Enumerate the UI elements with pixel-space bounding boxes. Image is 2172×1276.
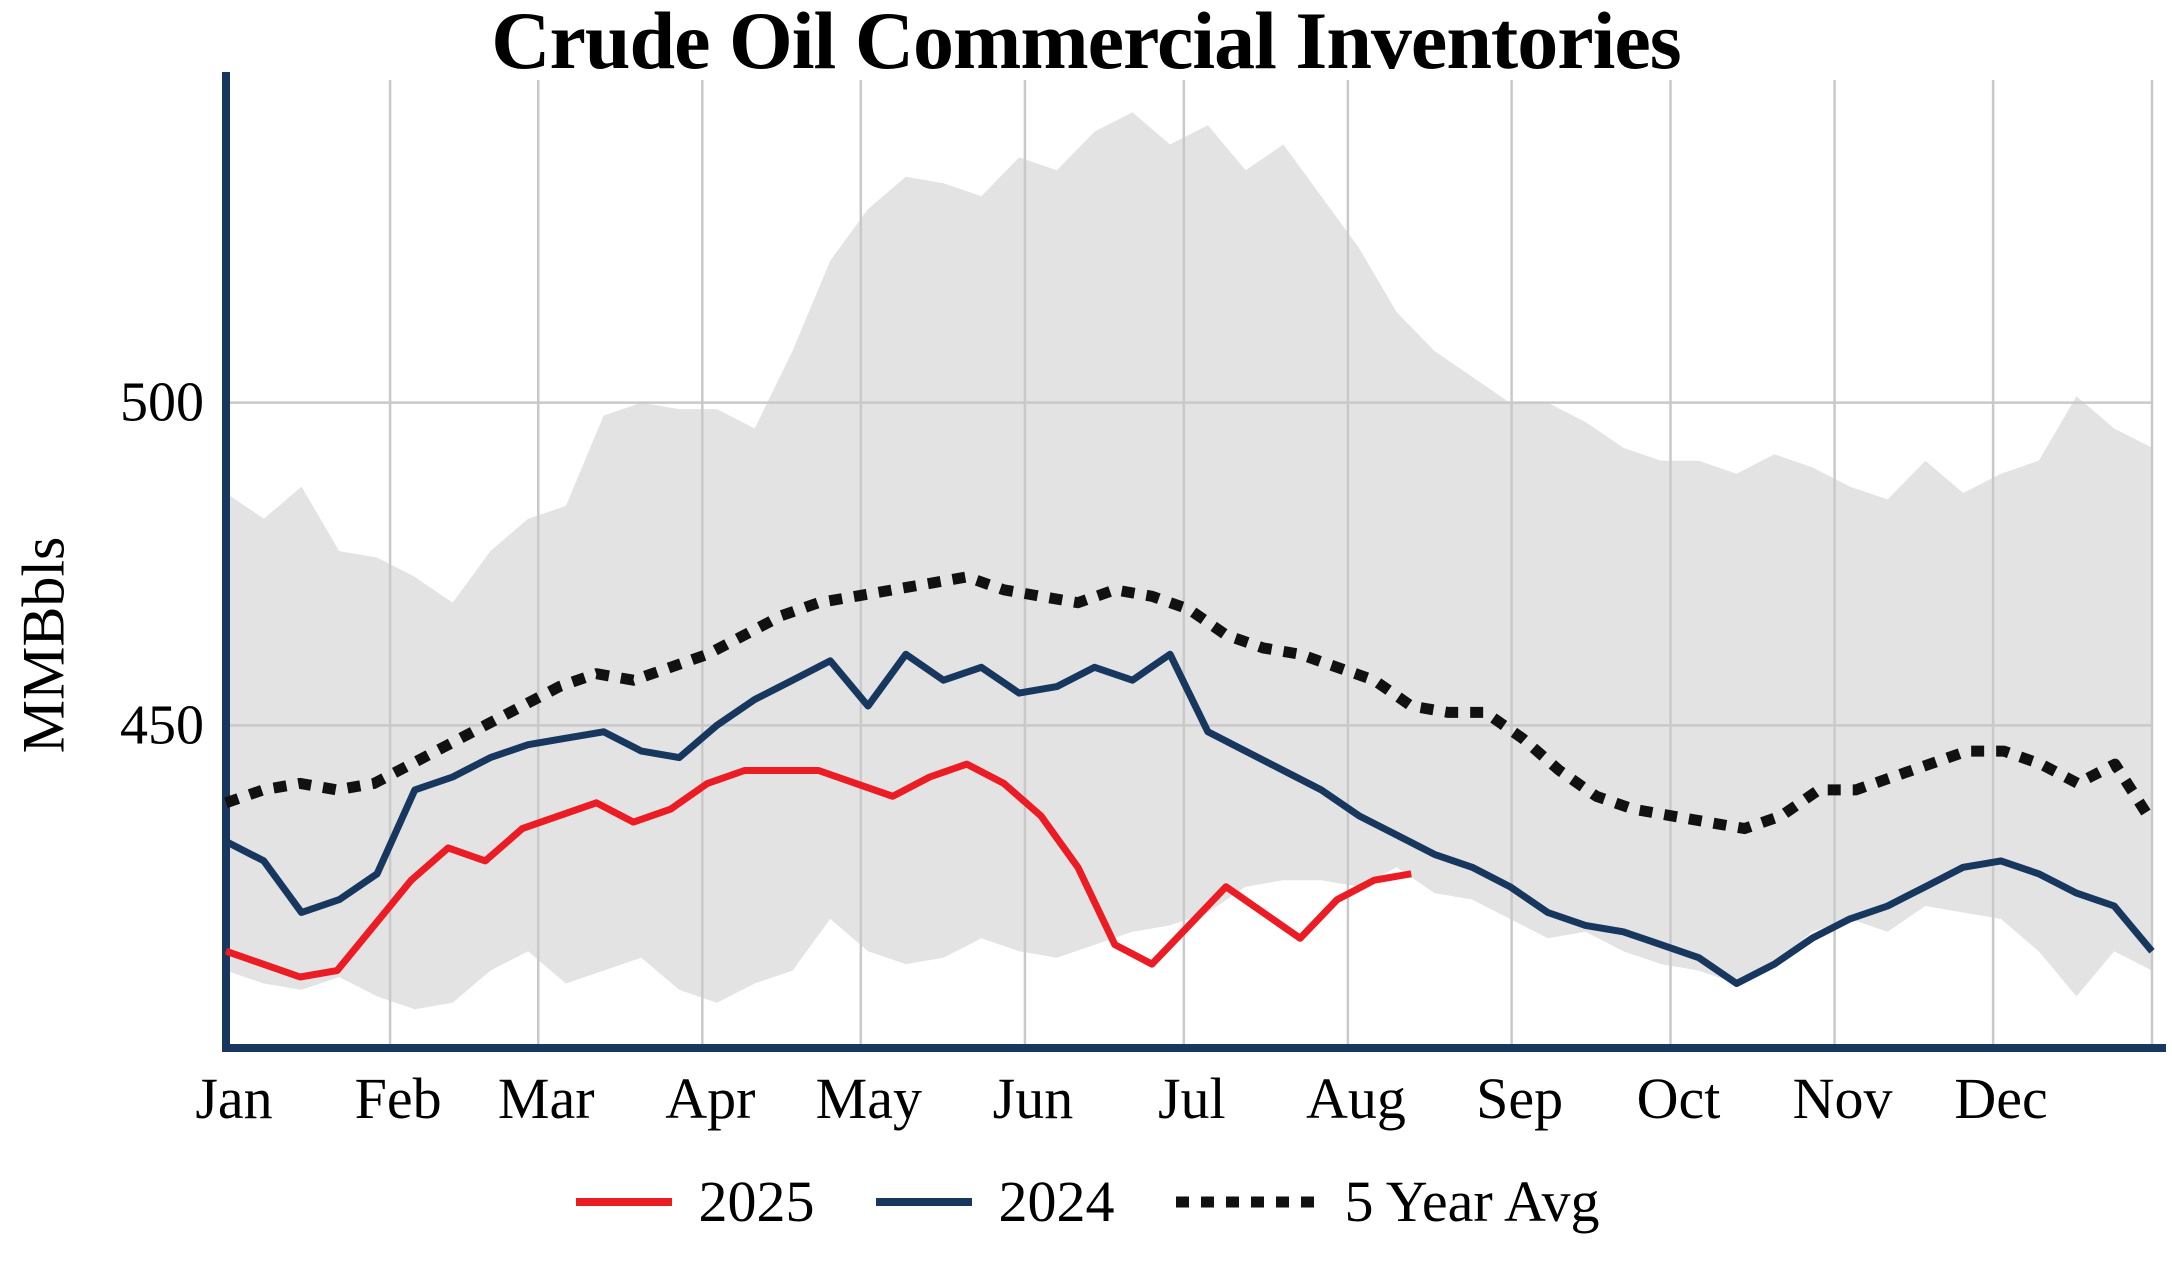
- legend-item-2025: 2025: [572, 1168, 814, 1235]
- svg-text:500: 500: [120, 372, 204, 434]
- legend-item-5yr-avg: 5 Year Avg: [1172, 1168, 1600, 1235]
- legend-line-2024-icon: [876, 1197, 973, 1206]
- svg-text:Feb: Feb: [355, 1066, 442, 1131]
- legend-label-2024: 2024: [998, 1169, 1115, 1234]
- svg-text:Oct: Oct: [1637, 1066, 1721, 1131]
- svg-text:May: May: [816, 1066, 922, 1131]
- svg-text:450: 450: [120, 694, 204, 756]
- chart-legend: 2025 2024 5 Year Avg: [0, 1168, 2172, 1235]
- legend-item-2024: 2024: [872, 1168, 1114, 1235]
- legend-line-5yr-avg-icon: [1176, 1196, 1319, 1207]
- chart-title: Crude Oil Commercial Inventories: [491, 0, 1681, 86]
- svg-text:Jul: Jul: [1158, 1066, 1226, 1131]
- svg-text:Apr: Apr: [665, 1066, 755, 1131]
- legend-line-2025-icon: [576, 1197, 673, 1206]
- svg-text:Dec: Dec: [1954, 1066, 2047, 1131]
- svg-text:Nov: Nov: [1793, 1066, 1893, 1131]
- svg-text:Sep: Sep: [1476, 1066, 1563, 1131]
- svg-text:Aug: Aug: [1306, 1066, 1406, 1131]
- legend-label-5yr-avg: 5 Year Avg: [1344, 1169, 1600, 1234]
- svg-text:Jan: Jan: [195, 1066, 272, 1131]
- svg-text:Mar: Mar: [498, 1066, 595, 1131]
- svg-text:Jun: Jun: [993, 1066, 1074, 1131]
- legend-label-2025: 2025: [698, 1169, 815, 1234]
